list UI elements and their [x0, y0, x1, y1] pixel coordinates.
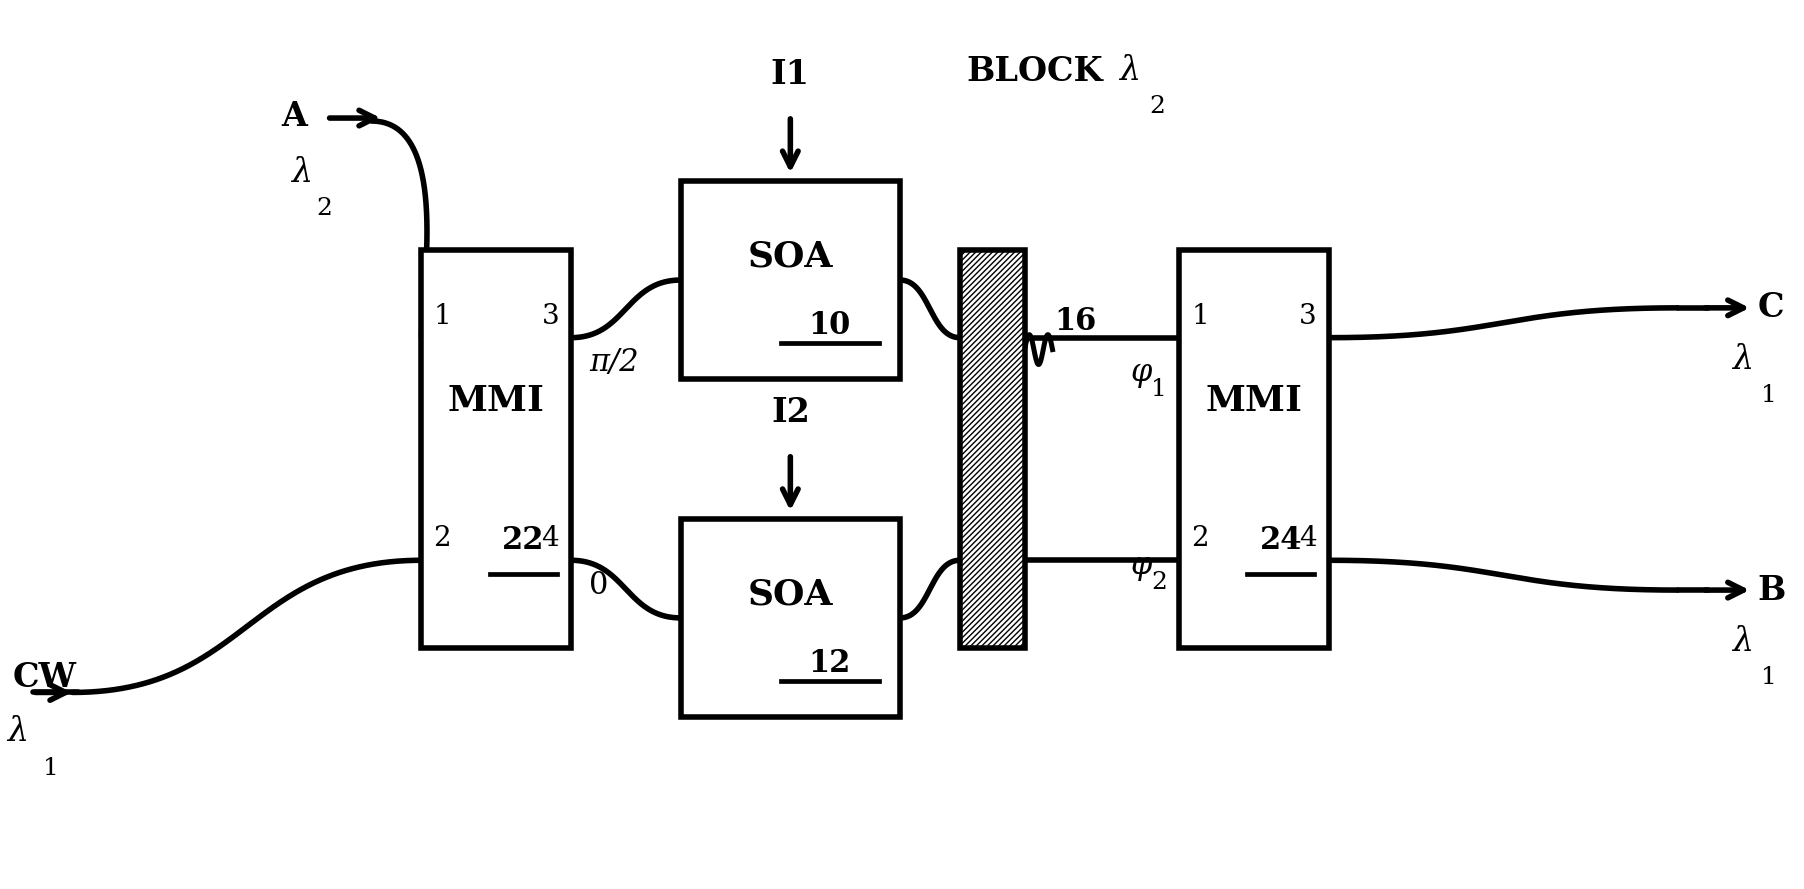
Text: I2: I2 — [770, 396, 810, 429]
Text: I1: I1 — [770, 58, 810, 92]
Text: 1: 1 — [1191, 303, 1209, 330]
Text: 1: 1 — [1761, 384, 1777, 407]
Text: 2: 2 — [1149, 94, 1165, 117]
Text: 4: 4 — [1299, 525, 1317, 552]
Text: φ: φ — [1131, 357, 1153, 388]
Text: 1: 1 — [1761, 666, 1777, 689]
Bar — [960, 250, 1025, 648]
Text: 1: 1 — [433, 303, 451, 330]
Text: A: A — [281, 100, 307, 132]
Text: SOA: SOA — [747, 577, 833, 611]
Text: 1: 1 — [1151, 378, 1167, 401]
Text: 2: 2 — [433, 525, 451, 552]
Text: 16: 16 — [1055, 307, 1097, 337]
Text: MMI: MMI — [1205, 384, 1302, 418]
Text: φ: φ — [1131, 549, 1153, 581]
Text: λ: λ — [1732, 626, 1753, 658]
Text: 4: 4 — [541, 525, 559, 552]
Text: 10: 10 — [808, 310, 851, 341]
Text: CW: CW — [13, 661, 78, 694]
Text: BLOCK: BLOCK — [967, 55, 1102, 88]
Text: 12: 12 — [808, 648, 851, 679]
Bar — [680, 180, 900, 380]
Text: 3: 3 — [541, 303, 559, 330]
Bar — [1180, 250, 1330, 648]
Text: 2: 2 — [1151, 571, 1167, 594]
Text: λ: λ — [1118, 55, 1140, 87]
Text: λ: λ — [290, 156, 312, 188]
Text: MMI: MMI — [447, 384, 545, 418]
Text: 0: 0 — [588, 570, 608, 601]
Text: λ: λ — [1732, 343, 1753, 375]
Text: π/2: π/2 — [588, 347, 639, 378]
Bar — [680, 518, 900, 717]
Text: 2: 2 — [316, 197, 332, 220]
Text: B: B — [1757, 573, 1786, 606]
Text: C: C — [1757, 292, 1784, 324]
Text: 3: 3 — [1299, 303, 1317, 330]
Text: 2: 2 — [1191, 525, 1209, 552]
Text: 24: 24 — [1259, 525, 1302, 556]
Text: 22: 22 — [502, 525, 545, 556]
Text: SOA: SOA — [747, 239, 833, 273]
Text: λ: λ — [7, 717, 29, 749]
Bar — [422, 250, 572, 648]
Text: 1: 1 — [43, 757, 58, 781]
